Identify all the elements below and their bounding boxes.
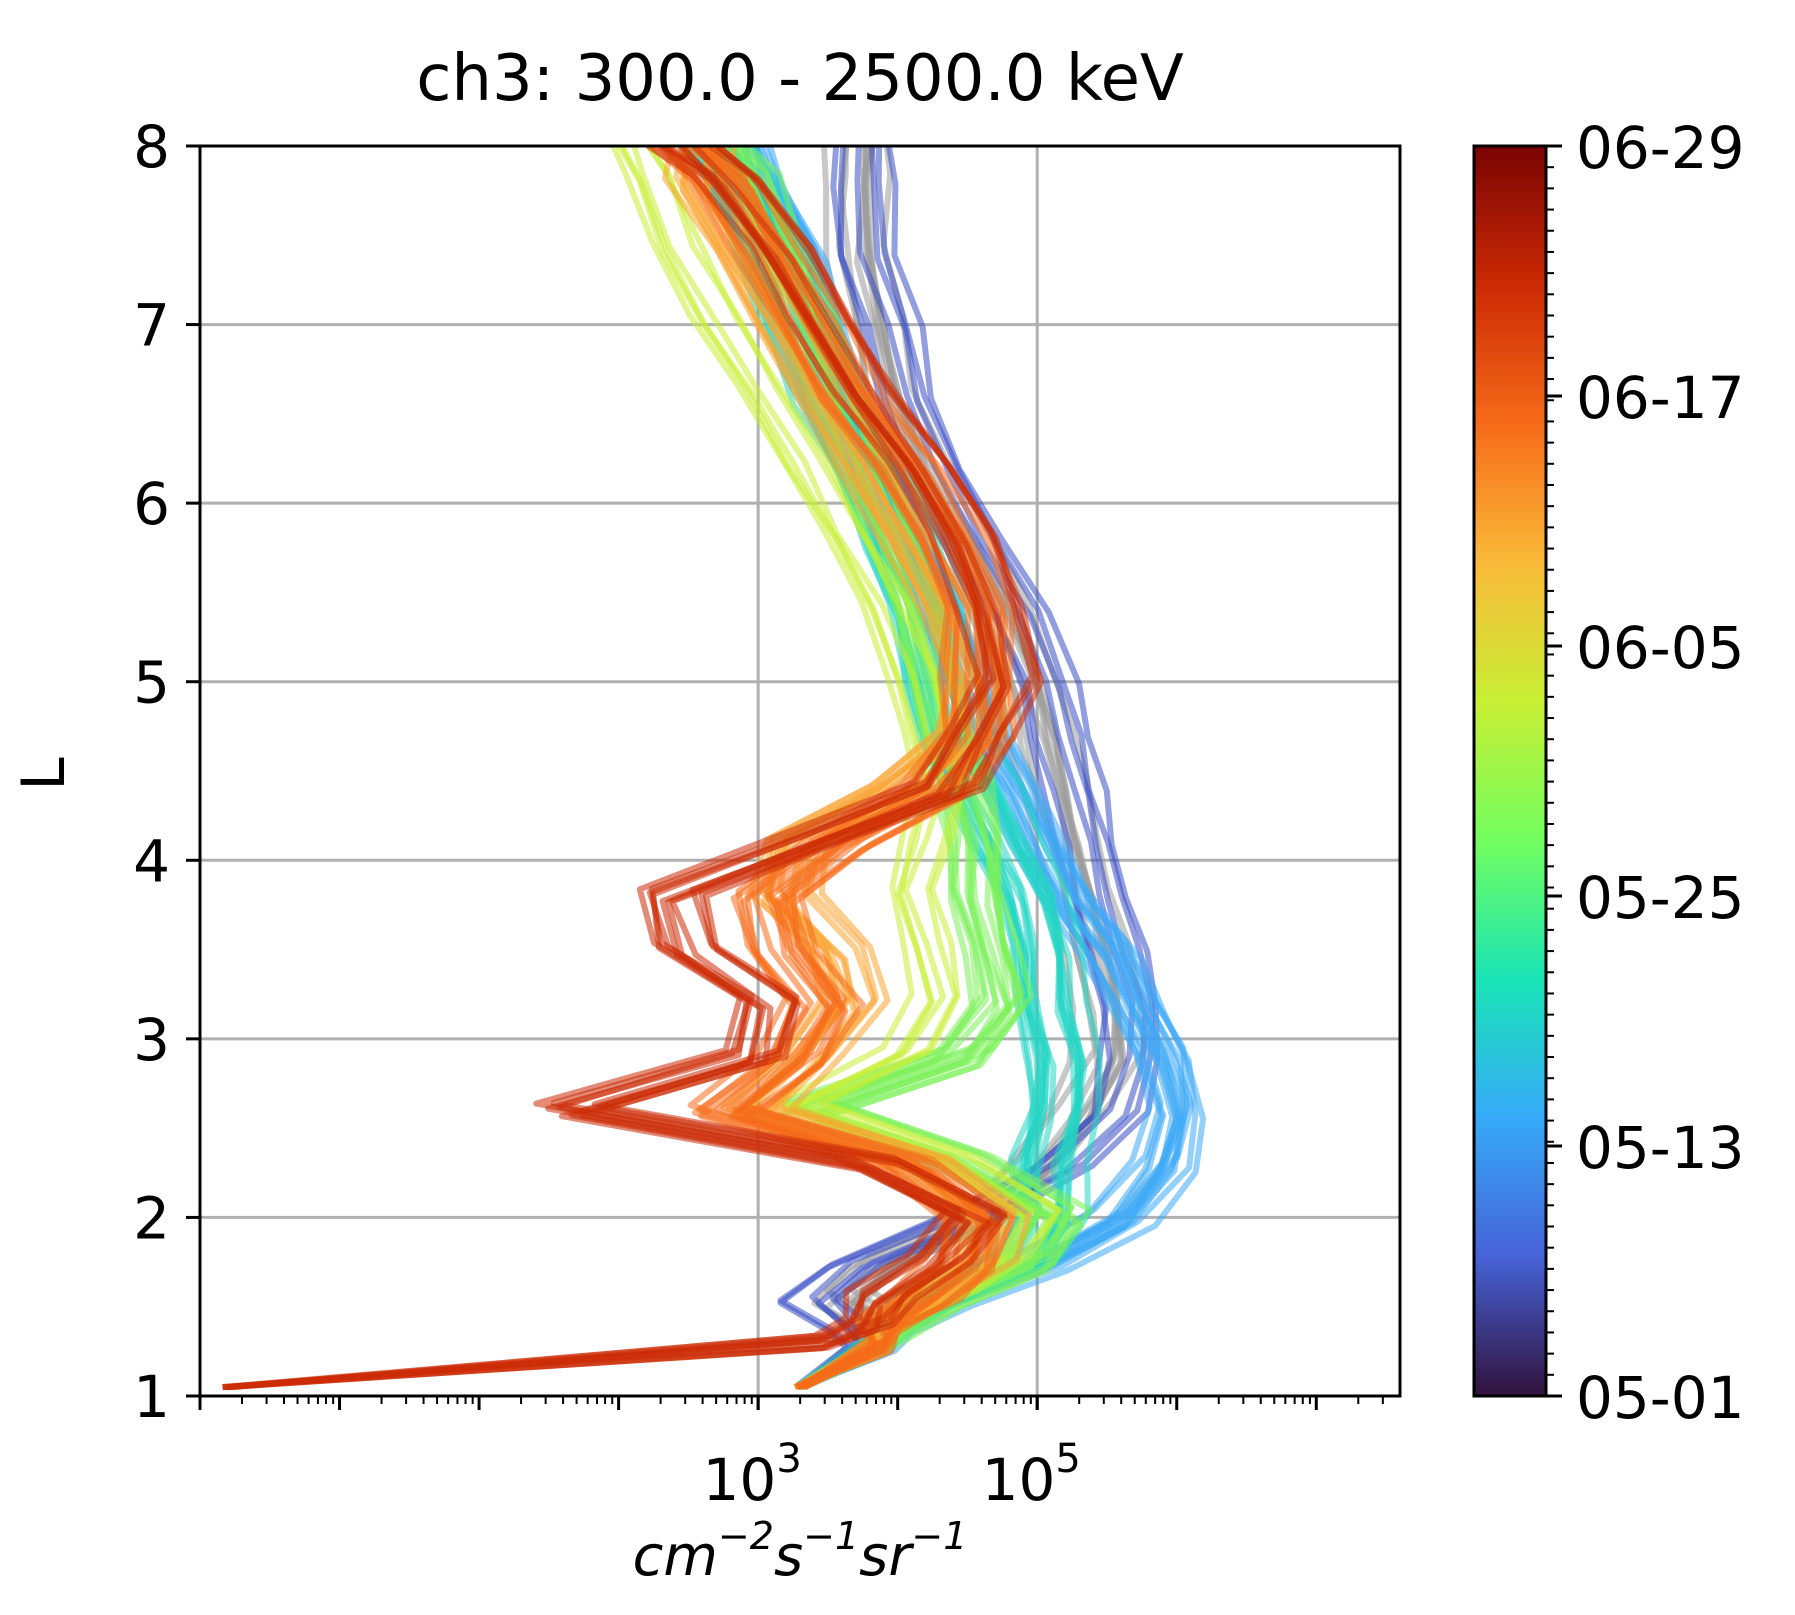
colorbar-tick-label: 05-13 — [1576, 1114, 1745, 1182]
series-line — [222, 146, 1012, 1391]
series-line — [794, 146, 1149, 1390]
x-axis-label-exponent: −1 — [911, 1514, 967, 1558]
colorbar-tick-label: 05-01 — [1576, 1364, 1745, 1432]
series-line — [646, 146, 1061, 1390]
y-tick-label: 2 — [133, 1184, 170, 1252]
chart-title: ch3: 300.0 - 2500.0 keV — [416, 42, 1184, 116]
colorbar-tick-label: 06-05 — [1576, 614, 1745, 682]
x-tick-exponent: 5 — [1055, 1436, 1080, 1482]
y-tick-label: 3 — [133, 1006, 170, 1074]
x-axis-ticks: 103 105 — [198, 1396, 1384, 1514]
x-axis-label-exponent: −1 — [803, 1514, 859, 1558]
y-axis-ticks: 1 2 3 4 5 6 7 8 — [133, 113, 200, 1431]
colorbar-tick-label: 06-17 — [1576, 364, 1745, 432]
series-line — [233, 146, 1035, 1391]
series-line — [796, 146, 1155, 1390]
y-tick-label: 7 — [133, 292, 170, 360]
x-tick-base: 10 — [982, 1446, 1056, 1514]
colorbar — [1472, 144, 1548, 1398]
x-axis-label-part: s — [774, 1524, 803, 1589]
colorbar-tick-label: 06-29 — [1576, 114, 1745, 182]
y-tick-label: 5 — [133, 649, 170, 717]
series-lines — [222, 146, 1207, 1391]
series-line — [797, 146, 1161, 1390]
x-tick-label: 105 — [982, 1436, 1081, 1514]
y-tick-label: 8 — [133, 113, 170, 181]
x-axis-label-exponent: −2 — [718, 1514, 774, 1558]
series-line — [227, 146, 981, 1391]
colorbar-ticks: 05-01 05-13 05-25 06-05 06-17 06-29 — [1546, 114, 1745, 1432]
x-tick-exponent: 3 — [776, 1436, 801, 1482]
y-axis-label: L — [9, 757, 79, 791]
series-line — [228, 146, 997, 1391]
x-axis-label-part: sr — [859, 1524, 914, 1589]
y-tick-label: 6 — [133, 470, 170, 538]
colorbar-minor-ticks — [1546, 145, 1554, 1397]
x-tick-label: 103 — [703, 1436, 802, 1514]
colorbar-tick-label: 05-25 — [1576, 864, 1745, 932]
x-tick-base: 10 — [703, 1446, 777, 1514]
x-axis-label-part: cm — [633, 1524, 718, 1589]
series-line — [703, 146, 1009, 1390]
series-line — [801, 146, 1136, 1390]
x-axis-label: cm−2s−1sr−1 — [633, 1514, 968, 1589]
y-tick-label: 1 — [133, 1363, 170, 1431]
y-tick-label: 4 — [133, 827, 170, 895]
